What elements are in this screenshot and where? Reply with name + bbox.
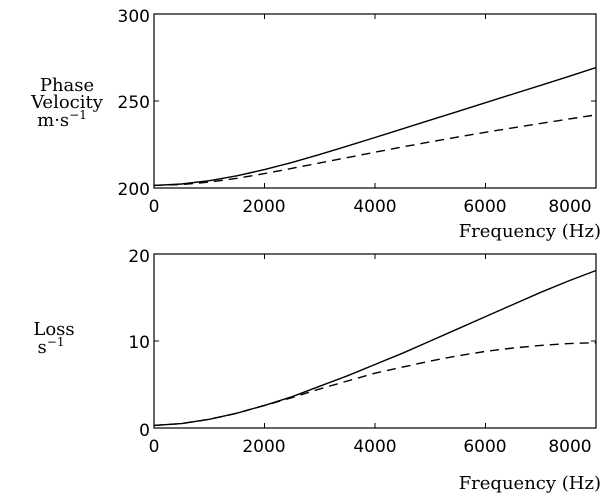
x-tick-label: 8000 <box>548 197 591 217</box>
y-tick-label: 300 <box>118 7 150 27</box>
y-tick-label: 20 <box>128 247 150 267</box>
y-tick-label: 200 <box>118 180 150 200</box>
x-tick-label: 4000 <box>353 437 396 457</box>
x-tick-label: 6000 <box>463 197 506 217</box>
dashed-series-line <box>153 114 597 187</box>
series-group <box>153 269 597 427</box>
solid-series-line <box>153 269 597 427</box>
y-tick-label: 10 <box>128 333 150 353</box>
y-axis-label-line1: Phase <box>40 75 94 96</box>
series-group <box>153 66 597 187</box>
plot-frame <box>153 253 597 429</box>
tick-marks <box>153 13 597 189</box>
x-tick-label: 2000 <box>242 437 285 457</box>
x-tick-label: 2000 <box>242 197 285 217</box>
tick-marks <box>153 253 597 429</box>
y-axis-label-line2: Velocity <box>30 92 104 113</box>
y-axis-unit: m·s−1 <box>37 108 87 131</box>
x-tick-label: 4000 <box>353 197 396 217</box>
y-axis-label-line1: Loss <box>33 319 74 340</box>
x-tick-label: 8000 <box>548 437 591 457</box>
plot-frame <box>153 13 597 189</box>
y-tick-label: 250 <box>118 93 150 113</box>
loss-chart: 0 10 20 0 2000 4000 6000 8000 Frequency … <box>33 247 601 494</box>
x-axis-label: Frequency (Hz) <box>459 221 601 242</box>
y-tick-label: 0 <box>139 421 150 441</box>
phase-velocity-chart: 200 250 300 0 2000 4000 6000 8000 Freque… <box>30 7 601 242</box>
x-tick-label: 6000 <box>463 437 506 457</box>
dashed-series-line <box>153 342 597 427</box>
y-axis-unit: s−1 <box>38 335 65 358</box>
x-tick-label: 0 <box>149 197 160 217</box>
x-axis-label: Frequency (Hz) <box>459 473 601 494</box>
solid-series-line <box>153 66 597 187</box>
x-tick-label: 0 <box>149 437 160 457</box>
